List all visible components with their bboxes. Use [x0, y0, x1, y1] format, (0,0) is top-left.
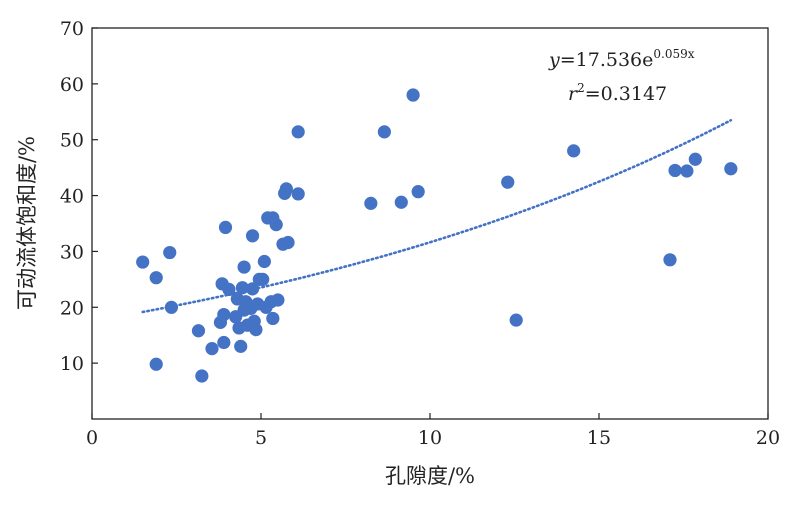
y-tick-label: 60 [60, 74, 84, 96]
data-point [235, 281, 250, 295]
data-point [291, 187, 305, 201]
data-point [217, 307, 231, 322]
data-point [245, 282, 260, 296]
r-squared-var: r [568, 83, 579, 105]
data-point [256, 272, 270, 286]
data-point [663, 253, 677, 267]
data-point [364, 196, 378, 210]
x-tick-label: 20 [756, 427, 780, 449]
data-point [509, 313, 523, 327]
y-tick-label: 20 [60, 297, 84, 319]
x-tick-label: 5 [255, 427, 267, 449]
data-point [234, 339, 248, 353]
x-tick-label: 10 [418, 427, 442, 449]
equation-coefficient: =17.536e [560, 49, 654, 71]
data-point [377, 125, 391, 139]
data-point [249, 323, 263, 337]
data-point [291, 125, 305, 139]
y-axis-ticks: 10 20 30 40 50 60 70 [60, 18, 98, 375]
r-squared-annotation: r2=0.3147 [568, 81, 667, 105]
data-point [394, 195, 408, 209]
data-point [724, 162, 738, 176]
data-points [136, 88, 738, 383]
data-point [217, 335, 231, 350]
data-point [245, 229, 260, 243]
y-tick-label: 30 [60, 241, 84, 263]
x-axis-ticks: 0 5 10 15 20 [86, 413, 780, 449]
r-squared-superscript: 2 [577, 81, 585, 95]
data-point [163, 245, 177, 260]
data-point [411, 185, 425, 199]
data-point [164, 300, 179, 314]
data-point [257, 254, 271, 269]
data-point [237, 260, 251, 274]
x-tick-label: 15 [587, 427, 611, 449]
equation-annotation: y=17.536e0.059x [548, 47, 695, 71]
data-point [688, 152, 702, 166]
data-point [266, 311, 280, 326]
data-point [222, 282, 236, 297]
y-tick-label: 40 [60, 186, 84, 208]
y-tick-label: 50 [60, 130, 84, 152]
equation-exponent: 0.059x [653, 47, 694, 61]
data-point [195, 369, 209, 383]
data-point [191, 324, 206, 338]
y-axis-title: 可动流体饱和度/% [15, 136, 39, 310]
x-tick-label: 0 [86, 427, 98, 449]
x-axis-title: 孔隙度/% [385, 464, 475, 488]
r-squared-value: =0.3147 [585, 83, 667, 105]
data-point [205, 342, 219, 356]
data-point [136, 255, 150, 269]
data-point [406, 88, 420, 102]
data-point [567, 144, 581, 158]
data-point [680, 164, 694, 178]
data-point [269, 218, 283, 232]
data-point [281, 235, 295, 250]
y-tick-label: 10 [60, 353, 84, 375]
data-point [279, 182, 293, 196]
y-tick-label: 70 [60, 18, 84, 40]
data-point [271, 293, 285, 307]
data-point [218, 220, 233, 235]
equation-y-var: y [548, 49, 560, 71]
data-point [668, 163, 682, 178]
data-point [149, 271, 163, 285]
data-point [501, 175, 515, 189]
data-point [149, 357, 163, 371]
